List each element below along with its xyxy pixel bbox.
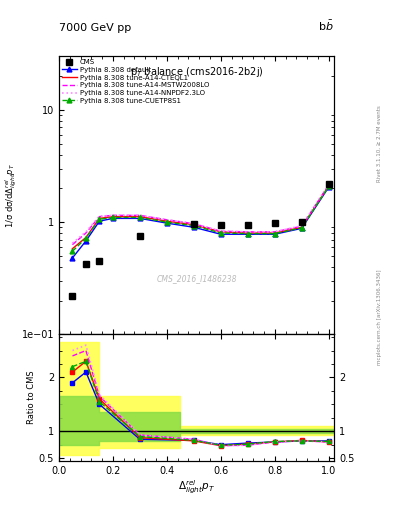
CMS: [219, 222, 223, 228]
Pythia 8.308 tune-A14-NNPDF2.3LO: [219, 228, 223, 234]
CMS: [272, 220, 277, 226]
Y-axis label: 1/σ dσ/d$\Delta^{rel}_{light}p_T$: 1/σ dσ/d$\Delta^{rel}_{light}p_T$: [3, 163, 19, 228]
Pythia 8.308 tune-A14-MSTW2008LO: [191, 221, 196, 227]
Pythia 8.308 tune-A14-CTEQL1: [326, 183, 331, 189]
Pythia 8.308 tune-A14-NNPDF2.3LO: [326, 182, 331, 188]
Pythia 8.308 tune-CUETP8S1: [84, 235, 88, 241]
Line: Pythia 8.308 tune-CUETP8S1: Pythia 8.308 tune-CUETP8S1: [70, 184, 331, 254]
Pythia 8.308 tune-CUETP8S1: [165, 219, 169, 225]
CMS: [84, 261, 88, 267]
Pythia 8.308 default: [272, 231, 277, 238]
Pythia 8.308 tune-A14-CTEQL1: [84, 234, 88, 241]
Text: CMS_2016_I1486238: CMS_2016_I1486238: [156, 274, 237, 283]
Text: mcplots.cern.ch [arXiv:1306.3436]: mcplots.cern.ch [arXiv:1306.3436]: [377, 270, 382, 365]
Pythia 8.308 default: [245, 231, 250, 238]
Pythia 8.308 tune-A14-CTEQL1: [245, 230, 250, 236]
X-axis label: $\Delta^{rel}_{light}p_T$: $\Delta^{rel}_{light}p_T$: [178, 478, 215, 496]
Pythia 8.308 tune-A14-CTEQL1: [138, 214, 142, 220]
CMS: [245, 222, 250, 228]
Pythia 8.308 tune-A14-NNPDF2.3LO: [245, 229, 250, 235]
Pythia 8.308 tune-A14-CTEQL1: [70, 246, 75, 252]
Pythia 8.308 default: [84, 238, 88, 244]
Pythia 8.308 tune-A14-NNPDF2.3LO: [165, 217, 169, 223]
CMS: [299, 219, 304, 225]
Pythia 8.308 tune-A14-MSTW2008LO: [272, 229, 277, 235]
Pythia 8.308 default: [165, 220, 169, 226]
Pythia 8.308 tune-A14-MSTW2008LO: [326, 182, 331, 188]
Pythia 8.308 tune-A14-MSTW2008LO: [70, 242, 75, 248]
CMS: [326, 181, 331, 187]
Y-axis label: Ratio to CMS: Ratio to CMS: [27, 371, 36, 424]
Line: Pythia 8.308 tune-A14-CTEQL1: Pythia 8.308 tune-A14-CTEQL1: [72, 186, 329, 249]
Pythia 8.308 default: [97, 218, 102, 224]
Text: 7000 GeV pp: 7000 GeV pp: [59, 23, 131, 33]
Pythia 8.308 tune-CUETP8S1: [138, 215, 142, 221]
Pythia 8.308 tune-CUETP8S1: [97, 216, 102, 222]
Line: Pythia 8.308 tune-A14-NNPDF2.3LO: Pythia 8.308 tune-A14-NNPDF2.3LO: [72, 185, 329, 243]
Line: Pythia 8.308 tune-A14-MSTW2008LO: Pythia 8.308 tune-A14-MSTW2008LO: [72, 185, 329, 245]
Text: Rivet 3.1.10, ≥ 2.7M events: Rivet 3.1.10, ≥ 2.7M events: [377, 105, 382, 182]
Pythia 8.308 tune-A14-CTEQL1: [272, 230, 277, 236]
Legend: CMS, Pythia 8.308 default, Pythia 8.308 tune-A14-CTEQL1, Pythia 8.308 tune-A14-M: CMS, Pythia 8.308 default, Pythia 8.308 …: [61, 58, 211, 105]
Pythia 8.308 default: [70, 255, 75, 261]
Pythia 8.308 tune-A14-NNPDF2.3LO: [299, 223, 304, 229]
Pythia 8.308 tune-A14-NNPDF2.3LO: [97, 213, 102, 219]
Pythia 8.308 tune-CUETP8S1: [219, 230, 223, 236]
Text: p$_T$ balance (cms2016-2b2j): p$_T$ balance (cms2016-2b2j): [130, 65, 263, 79]
Pythia 8.308 tune-A14-MSTW2008LO: [299, 223, 304, 229]
Line: Pythia 8.308 default: Pythia 8.308 default: [70, 185, 331, 261]
Pythia 8.308 tune-A14-MSTW2008LO: [97, 214, 102, 220]
Pythia 8.308 tune-A14-MSTW2008LO: [219, 228, 223, 234]
Pythia 8.308 tune-A14-NNPDF2.3LO: [191, 221, 196, 227]
Pythia 8.308 tune-CUETP8S1: [272, 230, 277, 237]
Pythia 8.308 tune-A14-MSTW2008LO: [138, 212, 142, 219]
CMS: [97, 258, 102, 264]
Pythia 8.308 tune-A14-CTEQL1: [299, 224, 304, 230]
Pythia 8.308 tune-A14-CTEQL1: [165, 218, 169, 224]
Text: b$\bar{b}$: b$\bar{b}$: [318, 19, 334, 33]
Pythia 8.308 default: [299, 225, 304, 231]
Pythia 8.308 tune-CUETP8S1: [245, 230, 250, 237]
Pythia 8.308 tune-A14-MSTW2008LO: [165, 217, 169, 223]
CMS: [191, 221, 196, 227]
Pythia 8.308 default: [138, 216, 142, 222]
Pythia 8.308 tune-A14-NNPDF2.3LO: [84, 229, 88, 235]
Line: CMS: CMS: [69, 181, 332, 299]
CMS: [138, 233, 142, 239]
Pythia 8.308 tune-CUETP8S1: [70, 248, 75, 254]
Pythia 8.308 default: [110, 216, 115, 222]
Pythia 8.308 tune-A14-CTEQL1: [191, 222, 196, 228]
Pythia 8.308 tune-A14-MSTW2008LO: [84, 230, 88, 236]
Pythia 8.308 tune-CUETP8S1: [191, 223, 196, 229]
Pythia 8.308 tune-A14-CTEQL1: [97, 216, 102, 222]
Pythia 8.308 tune-CUETP8S1: [326, 183, 331, 189]
Pythia 8.308 default: [219, 231, 223, 238]
Pythia 8.308 tune-A14-CTEQL1: [219, 229, 223, 235]
Pythia 8.308 default: [191, 224, 196, 230]
Pythia 8.308 tune-A14-MSTW2008LO: [110, 212, 115, 219]
CMS: [70, 293, 75, 299]
Pythia 8.308 tune-CUETP8S1: [110, 215, 115, 221]
Pythia 8.308 tune-A14-NNPDF2.3LO: [138, 212, 142, 219]
Pythia 8.308 default: [326, 184, 331, 190]
Pythia 8.308 tune-A14-NNPDF2.3LO: [272, 229, 277, 235]
Pythia 8.308 tune-A14-CTEQL1: [110, 214, 115, 220]
Pythia 8.308 tune-CUETP8S1: [299, 225, 304, 231]
Pythia 8.308 tune-A14-NNPDF2.3LO: [110, 212, 115, 219]
Pythia 8.308 tune-A14-MSTW2008LO: [245, 229, 250, 235]
Pythia 8.308 tune-A14-NNPDF2.3LO: [70, 240, 75, 246]
